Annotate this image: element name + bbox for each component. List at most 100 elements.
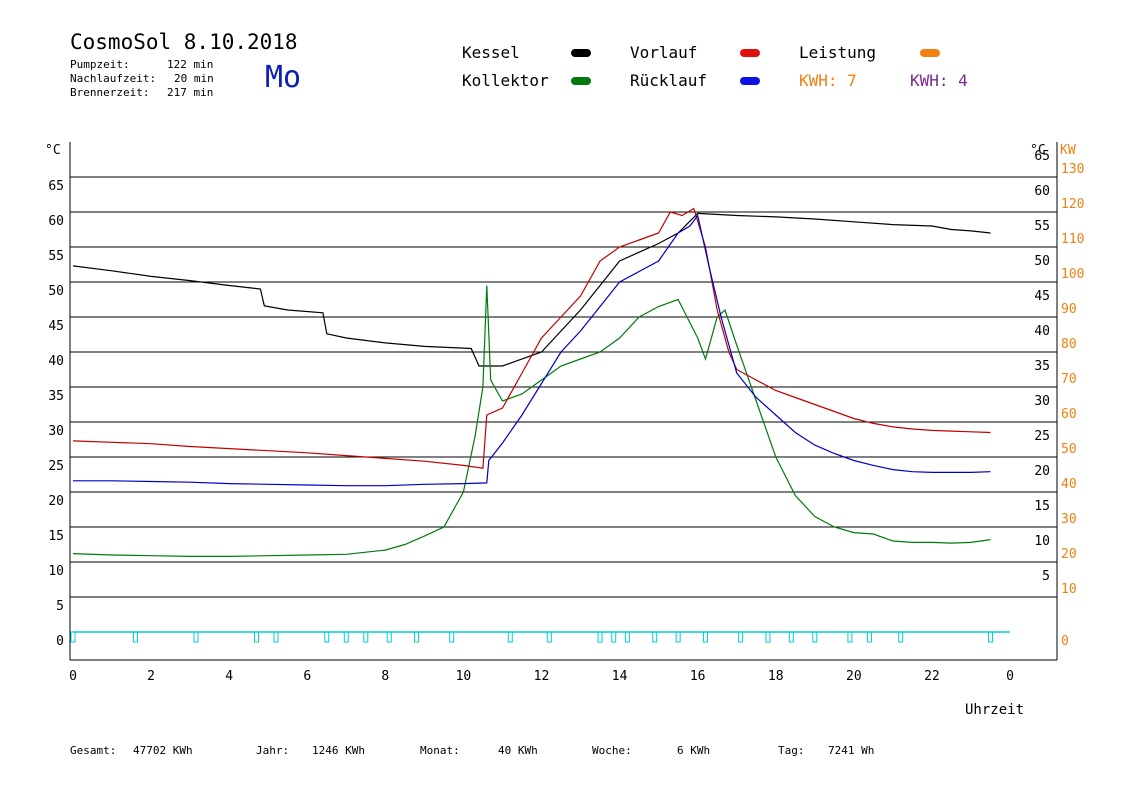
pump-marker-22 xyxy=(812,631,818,643)
legend-kessel-swatch xyxy=(571,49,591,57)
chart-axes xyxy=(69,142,1058,661)
series-line-0 xyxy=(72,212,991,367)
stat-brennerzeit-label: Brennerzeit: xyxy=(70,86,150,99)
footer-tag-value: 7241 Wh xyxy=(828,744,875,757)
footer-jahr-label: Jahr: xyxy=(256,744,290,757)
pump-marker-1 xyxy=(132,631,138,643)
footer-woche-label: Woche: xyxy=(592,744,632,757)
right-unit-power-label: KW xyxy=(1060,143,1076,158)
x-tick-6: 12 xyxy=(534,669,550,684)
pump-marker-7 xyxy=(363,631,369,643)
stat-nachlaufzeit-label: Nachlaufzeit: xyxy=(70,72,157,85)
y-tick-left-50: 50 xyxy=(48,284,64,299)
legend-vorlauf-swatch xyxy=(740,49,760,57)
stat-brennerzeit-value: 217 min xyxy=(167,86,214,99)
legend-leistung-swatch xyxy=(920,49,940,57)
y-tick-left-20: 20 xyxy=(48,494,64,509)
power-tick-30: 30 xyxy=(1061,512,1077,527)
footer-monat-value: 40 KWh xyxy=(498,744,538,757)
x-tick-10: 20 xyxy=(846,669,862,684)
legend-kollektor-label: Kollektor xyxy=(462,71,549,90)
pump-marker-23 xyxy=(847,631,853,643)
pump-marker-10 xyxy=(449,631,455,643)
series-line-1 xyxy=(72,285,991,557)
y-tick-left-65: 65 xyxy=(48,179,64,194)
pump-marker-18 xyxy=(702,631,708,643)
footer-gesamt-label: Gesamt: xyxy=(70,744,117,757)
power-tick-50: 50 xyxy=(1061,442,1077,457)
pump-marker-17 xyxy=(675,631,681,643)
x-tick-11: 22 xyxy=(924,669,940,684)
power-tick-80: 80 xyxy=(1061,337,1077,352)
y-tick-left-25: 25 xyxy=(48,459,64,474)
legend-ruecklauf-label: Rücklauf xyxy=(630,71,708,90)
y-tick-right-45: 45 xyxy=(1034,289,1050,304)
x-tick-7: 14 xyxy=(612,669,628,684)
power-tick-90: 90 xyxy=(1061,302,1077,317)
pump-marker-15 xyxy=(624,631,630,643)
pump-marker-6 xyxy=(343,631,349,643)
legend-ruecklauf-swatch xyxy=(740,77,760,85)
pump-marker-19 xyxy=(738,631,744,643)
footer-woche-value: 6 KWh xyxy=(677,744,711,757)
pump-marker-14 xyxy=(611,631,617,643)
y-tick-right-20: 20 xyxy=(1034,464,1050,479)
chart-grid xyxy=(70,176,1057,598)
pump-marker-26 xyxy=(987,631,993,643)
y-tick-left-30: 30 xyxy=(48,424,64,439)
y-tick-right-25: 25 xyxy=(1034,429,1050,444)
power-tick-70: 70 xyxy=(1061,372,1077,387)
y-tick-left-35: 35 xyxy=(48,389,64,404)
y-tick-right-50: 50 xyxy=(1034,254,1050,269)
legend-vorlauf-label: Vorlauf xyxy=(630,43,698,62)
power-tick-100: 100 xyxy=(1061,267,1084,282)
series-line-2 xyxy=(72,207,991,469)
stat-pumpzeit-label: Pumpzeit: xyxy=(70,58,130,71)
y-tick-right-40: 40 xyxy=(1034,324,1050,339)
y-tick-left-40: 40 xyxy=(48,354,64,369)
y-tick-right-65: 65 xyxy=(1034,149,1050,164)
y-tick-left-60: 60 xyxy=(48,214,64,229)
pump-marker-2 xyxy=(193,631,199,643)
series-line-3 xyxy=(73,214,991,487)
x-tick-12: 0 xyxy=(1006,669,1014,684)
power-tick-60: 60 xyxy=(1061,407,1077,422)
footer-tag-label: Tag: xyxy=(778,744,805,757)
x-tick-8: 16 xyxy=(690,669,706,684)
x-tick-0: 0 xyxy=(69,669,77,684)
y-tick-right-35: 35 xyxy=(1034,359,1050,374)
day-of-week: Mo xyxy=(265,60,302,95)
stat-pumpzeit-value: 122 min xyxy=(167,58,214,71)
pump-marker-0 xyxy=(70,631,76,643)
x-tick-9: 18 xyxy=(768,669,784,684)
y-tick-right-30: 30 xyxy=(1034,394,1050,409)
pump-marker-5 xyxy=(324,631,330,643)
left-unit-label: °C xyxy=(45,143,61,158)
power-tick-20: 20 xyxy=(1061,547,1077,562)
x-tick-1: 2 xyxy=(147,669,155,684)
pump-marker-16 xyxy=(652,631,658,643)
pump-marker-9 xyxy=(414,631,420,643)
pump-marker-3 xyxy=(253,631,259,643)
y-tick-left-0: 0 xyxy=(56,634,64,649)
y-tick-left-45: 45 xyxy=(48,319,64,334)
pump-marker-8 xyxy=(386,631,392,643)
x-tick-3: 6 xyxy=(303,669,311,684)
pump-marker-20 xyxy=(765,631,771,643)
legend-kessel-label: Kessel xyxy=(462,43,520,62)
y-tick-right-5: 5 xyxy=(1042,569,1050,584)
pump-marker-24 xyxy=(866,631,872,643)
y-tick-left-10: 10 xyxy=(48,564,64,579)
power-tick-10: 10 xyxy=(1061,582,1077,597)
footer-gesamt-value: 47702 KWh xyxy=(133,744,193,757)
pump-marker-21 xyxy=(788,631,794,643)
legend-kwh-solar: KWH: 7 xyxy=(799,71,857,90)
y-tick-left-5: 5 xyxy=(56,599,64,614)
pump-marker-25 xyxy=(898,631,904,643)
y-tick-right-10: 10 xyxy=(1034,534,1050,549)
stat-nachlaufzeit-value: 20 min xyxy=(174,72,214,85)
footer-monat-label: Monat: xyxy=(420,744,460,757)
pump-marker-11 xyxy=(507,631,513,643)
page-title: CosmoSol 8.10.2018 xyxy=(70,30,298,54)
